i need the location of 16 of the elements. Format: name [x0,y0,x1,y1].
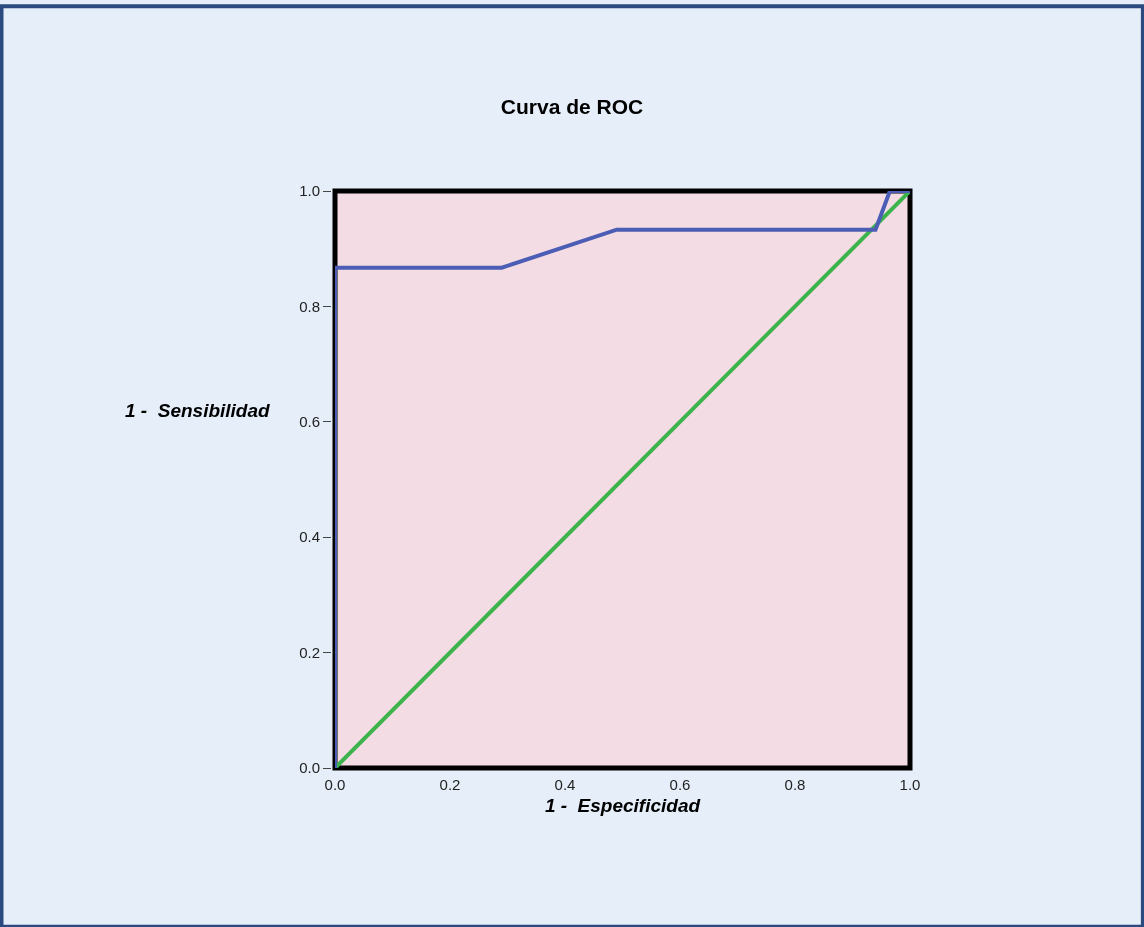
chart-title: Curva de ROC [500,94,644,118]
x-tick-label: 1.0 [899,776,921,793]
line-series [335,191,910,768]
x-tick-label: 0.2 [439,776,461,793]
y-tick-label: 0.0 [299,759,320,777]
x-tick-label: 0.0 [324,776,346,793]
x-tick-label: 0.4 [554,776,576,793]
x-tick-label: 0.6 [669,776,691,793]
y-tick-label: 0.4 [299,528,320,546]
y-tick-label: 0.6 [299,413,320,431]
y-tick-label: 0.8 [299,297,320,315]
y-axis-title: 1 - Sensibilidad [125,400,271,421]
y-tick-label: 1.0 [299,182,320,200]
x-tick-label: 0.8 [784,776,806,793]
y-tick-label: 0.2 [299,643,320,661]
x-axis-title: 1 - Especificidad [544,795,701,817]
